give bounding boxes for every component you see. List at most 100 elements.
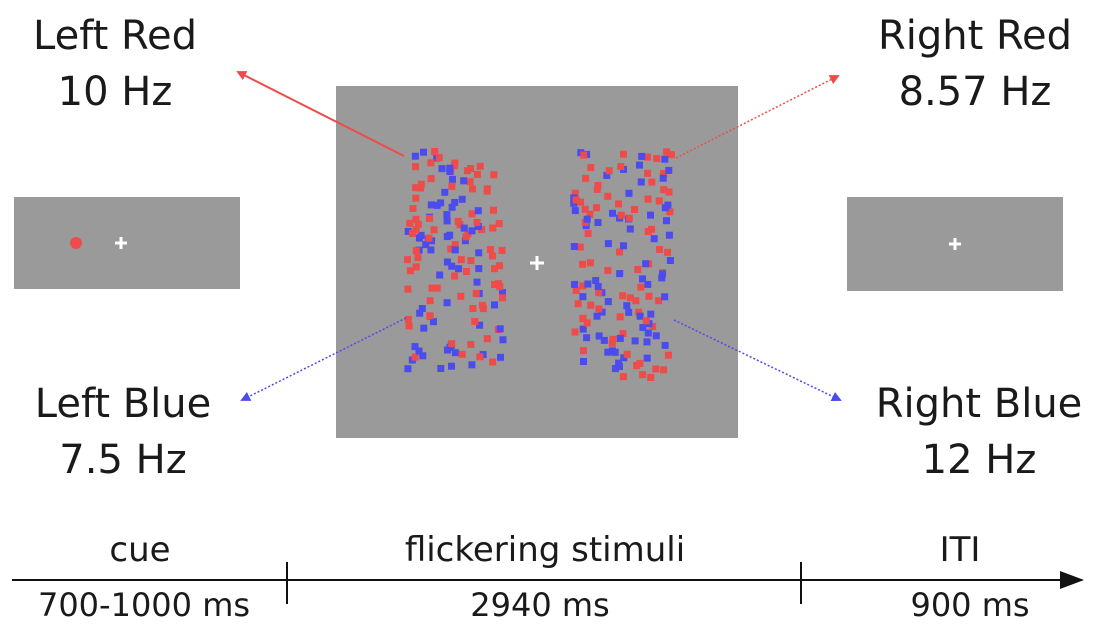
stimulus-dot bbox=[489, 358, 497, 366]
stimulus-dot bbox=[576, 243, 584, 251]
label-left-blue-name: Left Blue bbox=[34, 381, 212, 427]
stimulus-dot bbox=[636, 312, 644, 320]
label-left-red-freq: 10 Hz bbox=[57, 69, 173, 115]
stimulus-dot bbox=[642, 260, 650, 268]
stimulus-dot bbox=[633, 362, 641, 370]
stimulus-dot bbox=[417, 184, 425, 192]
stimulus-dot bbox=[491, 265, 498, 273]
stimulus-dot bbox=[664, 248, 672, 256]
stimulus-dot bbox=[404, 315, 412, 323]
stimulus-dot bbox=[441, 188, 449, 196]
stimulus-dot bbox=[473, 219, 481, 226]
stimulus-dot bbox=[404, 256, 411, 264]
stimulus-dot bbox=[443, 211, 451, 219]
stimulus-dot bbox=[582, 174, 590, 182]
stimulus-dot bbox=[648, 178, 656, 186]
stimulus-dot bbox=[483, 187, 491, 195]
stimulus-dot bbox=[594, 181, 602, 189]
stimulus-dot bbox=[577, 198, 584, 206]
stimulus-dot bbox=[644, 228, 652, 235]
stimulus-dot bbox=[611, 348, 619, 356]
stimulus-dot bbox=[491, 281, 499, 288]
stimulus-dot bbox=[412, 263, 420, 271]
stimulus-dot bbox=[464, 230, 472, 238]
label-right-blue: Right Blue 12 Hz bbox=[860, 376, 1098, 488]
stimulus-dot bbox=[430, 226, 438, 234]
arrow-right-red bbox=[675, 75, 840, 159]
stimulus-dot bbox=[643, 153, 651, 161]
stimulus-dot bbox=[584, 280, 592, 288]
stimulus-dot bbox=[579, 282, 587, 290]
stimulus-dot bbox=[467, 257, 475, 265]
stimulus-dot bbox=[405, 322, 413, 330]
stimulus-dot bbox=[586, 210, 594, 218]
stimulus-dot bbox=[644, 169, 652, 177]
stimulus-dot bbox=[617, 163, 625, 171]
stimulus-dot bbox=[584, 230, 592, 238]
stimulus-dot bbox=[460, 224, 468, 232]
phase-stimuli-name: flickering stimuli bbox=[404, 530, 686, 570]
stimulus-fixation-icon bbox=[530, 256, 544, 270]
stimulus-dot bbox=[632, 297, 640, 305]
stimulus-dot bbox=[637, 178, 645, 186]
stimulus-dot bbox=[595, 305, 603, 313]
stimulus-dot bbox=[616, 248, 623, 256]
stimulus-dot bbox=[438, 165, 446, 173]
stimulus-dot bbox=[604, 266, 612, 274]
stimulus-dot bbox=[635, 308, 643, 316]
stimulus-dot bbox=[412, 184, 420, 192]
stimulus-dot bbox=[619, 373, 627, 381]
stimulus-dot bbox=[645, 292, 653, 300]
stimulus-dot bbox=[574, 300, 582, 308]
stimulus-dot bbox=[415, 347, 423, 355]
iti-fixation-icon bbox=[949, 238, 961, 250]
stimulus-dot bbox=[463, 167, 471, 175]
stimulus-dot bbox=[580, 358, 587, 365]
stimulus-dot bbox=[451, 349, 459, 357]
stimulus-dot bbox=[468, 361, 476, 369]
stimulus-dot bbox=[619, 330, 627, 337]
label-right-red-name: Right Red bbox=[877, 13, 1073, 59]
stimulus-dot bbox=[652, 332, 660, 340]
stimulus-dot bbox=[458, 350, 466, 358]
stimulus-dot bbox=[571, 280, 579, 288]
stimulus-dot bbox=[422, 241, 430, 249]
stimulus-dot bbox=[412, 215, 420, 223]
stimulus-dot bbox=[417, 231, 425, 239]
stimulus-dot bbox=[617, 211, 625, 219]
stimulus-dot bbox=[498, 246, 506, 254]
stimulus-dot bbox=[457, 292, 465, 300]
stimulus-dot bbox=[594, 283, 602, 291]
stimulus-dot bbox=[604, 192, 612, 200]
stimulus-dot bbox=[427, 201, 435, 209]
stimulus-dot bbox=[571, 328, 579, 336]
stimulus-dot bbox=[426, 297, 434, 305]
stimulus-dot bbox=[461, 237, 469, 245]
stimulus-dot bbox=[661, 293, 669, 301]
stimulus-dot bbox=[665, 188, 673, 196]
stimulus-dot bbox=[428, 284, 436, 292]
stimulus-dot bbox=[619, 292, 627, 300]
stimulus-dot bbox=[478, 301, 486, 309]
stimulus-dot bbox=[451, 272, 459, 280]
stimulus-dot bbox=[448, 362, 455, 370]
stimulus-dot bbox=[433, 284, 441, 292]
stimulus-dot bbox=[411, 152, 419, 160]
stimulus-dot bbox=[579, 347, 587, 355]
stimulus-dot bbox=[659, 174, 667, 182]
stimulus-dot bbox=[579, 260, 587, 268]
stimulus-dot bbox=[469, 305, 477, 312]
stimulus-dot bbox=[476, 162, 484, 170]
label-left-blue: Left Blue 7.5 Hz bbox=[18, 376, 228, 488]
label-left-red: Left Red 10 Hz bbox=[20, 8, 210, 120]
stimulus-dot bbox=[620, 242, 627, 250]
stimulus-dot bbox=[418, 305, 426, 312]
stimulus-dot bbox=[412, 247, 420, 255]
stimulus-dot bbox=[609, 209, 616, 217]
stimulus-dot bbox=[587, 164, 595, 172]
stimulus-dot bbox=[460, 177, 468, 185]
stimulus-dot bbox=[620, 150, 627, 158]
stimulus-dot bbox=[647, 310, 655, 318]
stimulus-dot bbox=[626, 294, 634, 302]
